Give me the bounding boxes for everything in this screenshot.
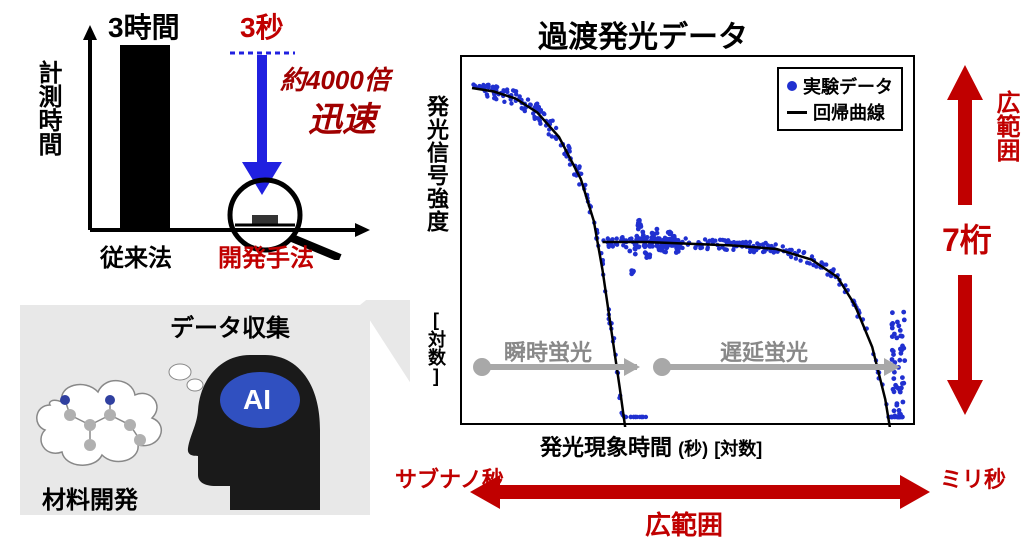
bar2-label: 開発手法 <box>218 238 314 273</box>
thought-label: データ収集 <box>170 308 290 343</box>
legend-data-label: 実験データ <box>803 73 893 99</box>
emission-x-label: 発光現象時間 (秒) [対数] <box>540 430 762 462</box>
legend-line-icon <box>787 111 807 114</box>
bar2-value: 3秒 <box>240 6 284 46</box>
legend: 実験データ 回帰曲線 <box>777 67 903 131</box>
region-slow: 遅延蛍光 <box>720 335 808 367</box>
material-dev-label: 材料開発 <box>42 480 138 515</box>
emission-y-unit: [対数] <box>423 310 449 386</box>
ai-label: AI <box>243 384 271 416</box>
bar1-value: 3時間 <box>108 6 180 46</box>
bar-conventional <box>120 45 170 230</box>
legend-fit-label: 回帰曲線 <box>813 99 885 125</box>
xrange-caption: 広範囲 <box>645 505 723 542</box>
yrange-mag: 7桁 <box>942 215 992 261</box>
legend-dot-icon <box>787 81 797 91</box>
bar-y-axis-label: 計測時間 <box>30 60 65 156</box>
yrange-caption: 広範囲 <box>988 90 1023 162</box>
region-fast: 瞬時蛍光 <box>504 335 592 367</box>
bar1-label: 従来法 <box>100 238 172 273</box>
callout-fast: 迅速 <box>308 92 376 141</box>
emission-title: 過渡発光データ <box>538 12 748 56</box>
xrange-left: サブナノ秒 <box>395 462 504 494</box>
emission-plot-frame: 瞬時蛍光 遅延蛍光 実験データ 回帰曲線 <box>460 55 915 425</box>
xrange-right: ミリ秒 <box>940 462 1006 494</box>
emission-y-label: 発光信号強度 <box>420 95 452 233</box>
